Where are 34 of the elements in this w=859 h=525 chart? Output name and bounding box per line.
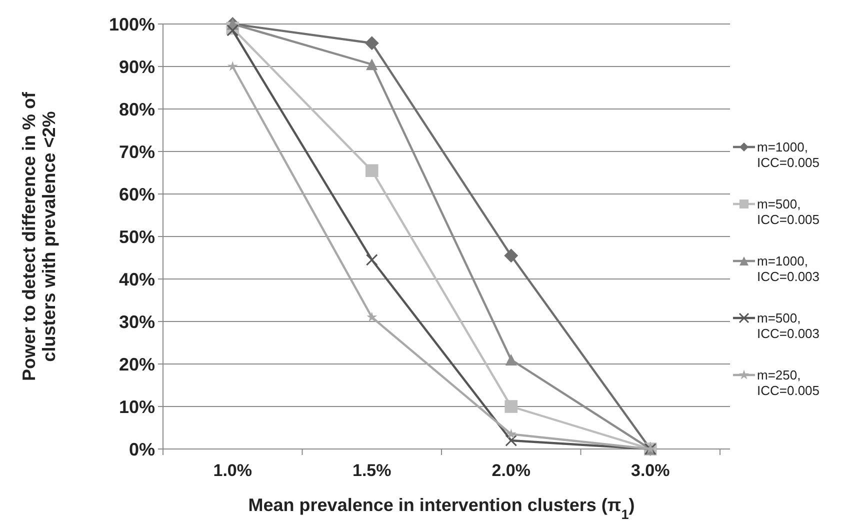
x-tick-label: 1.5% (352, 461, 392, 480)
legend-label: m=1000, ICC=0.003 (757, 254, 820, 284)
y-tick-label: 10% (118, 396, 155, 417)
y-tick-label: 0% (128, 439, 155, 460)
y-tick-label: 30% (118, 312, 155, 332)
point (504, 400, 518, 413)
point (366, 254, 378, 266)
point (506, 428, 516, 439)
legend-label: m=250, ICC=0.005 (757, 368, 820, 398)
y-tick-label: 80% (118, 99, 155, 120)
point (226, 24, 239, 36)
x-tick-label: 3.0% (631, 461, 670, 480)
legend-label: m=500, ICC=0.003 (757, 310, 820, 342)
point (366, 58, 378, 70)
legend-label: m=1000, ICC=0.005 (757, 140, 820, 170)
y-tick-label: 50% (118, 226, 155, 247)
y-tick-label: 90% (118, 56, 155, 77)
y-tick-label: 40% (118, 269, 155, 290)
y-tick-label: 60% (118, 184, 155, 204)
point (365, 164, 378, 178)
point (505, 434, 518, 446)
point (364, 36, 379, 50)
point (504, 248, 518, 263)
x-tick-label: 1.0% (213, 461, 252, 480)
y-axis-title: Power to detect difference in % of clusters with prevalence <2% (19, 90, 59, 382)
point (366, 312, 378, 322)
x-tick-label: 2.0% (492, 461, 530, 480)
y-tick-label: 20% (118, 354, 155, 374)
point (505, 354, 517, 366)
x-axis-title: Mean prevalence in intervention clusters (π$_{1}$) (248, 495, 635, 522)
y-tick-label: 100% (108, 14, 155, 34)
point (227, 60, 238, 71)
y-tick-label: 70% (118, 142, 155, 162)
legend-label: m=500, ICC=0.005 (757, 196, 820, 228)
